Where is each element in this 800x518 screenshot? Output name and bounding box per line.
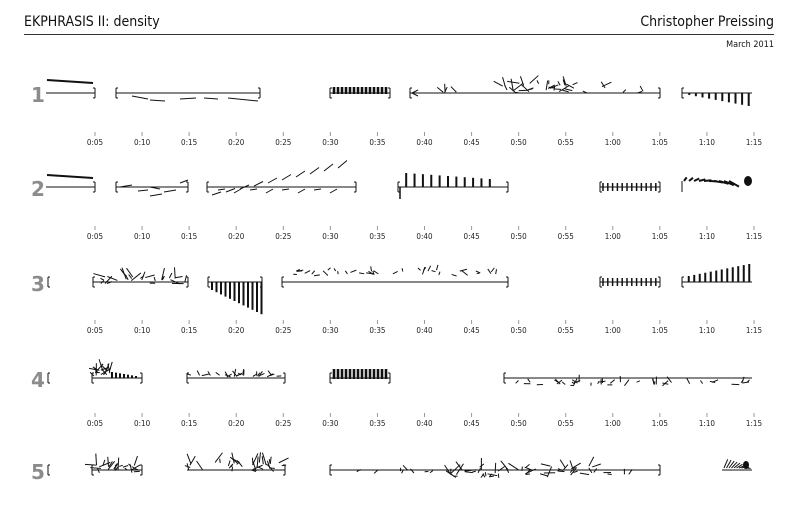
time-label: 0:45 [463, 419, 479, 428]
time-label: 1:00 [605, 138, 622, 147]
time-label: 0:30 [322, 419, 339, 428]
time-label: 0:40 [416, 419, 433, 428]
time-label: 0:05 [87, 138, 103, 147]
time-label: 0:25 [275, 138, 291, 147]
time-label: 1:10 [699, 232, 716, 241]
time-label: 0:55 [558, 419, 574, 428]
time-label: 0:05 [87, 326, 103, 335]
time-label: 1:00 [605, 326, 622, 335]
time-label: 0:30 [322, 326, 339, 335]
time-label: 0:25 [275, 232, 291, 241]
s4-gesture-1 [88, 359, 143, 384]
time-label: 0:20 [228, 419, 245, 428]
time-label: 0:10 [134, 326, 151, 335]
time-label: 0:35 [369, 419, 385, 428]
s2-gesture-1 [46, 174, 96, 193]
time-label: 1:05 [652, 232, 668, 241]
time-label: 0:35 [369, 232, 385, 241]
time-label: 0:10 [134, 138, 151, 147]
system-number-3: 3 [31, 272, 45, 296]
time-label: 1:15 [746, 419, 762, 428]
s5-open-bracket [47, 464, 50, 476]
time-label: 1:05 [652, 326, 668, 335]
s3-open-bracket [47, 276, 50, 288]
s3-gesture-3 [281, 264, 509, 288]
s2-gesture-3 [206, 160, 357, 196]
system-number-2: 2 [31, 177, 45, 201]
time-label: 0:45 [463, 232, 479, 241]
time-label: 0:40 [416, 138, 433, 147]
time-label: 0:50 [511, 138, 528, 147]
system-number-5: 5 [31, 460, 45, 484]
time-label: 1:15 [746, 326, 762, 335]
s3-gesture-2 [207, 276, 263, 315]
time-label: 0:15 [181, 232, 197, 241]
time-label: 0:20 [228, 326, 245, 335]
composer-name: Christopher Preissing [640, 14, 774, 30]
s1-gesture-5 [681, 87, 752, 106]
time-label: 0:50 [511, 232, 528, 241]
s1-gesture-2 [115, 87, 261, 102]
s1-gesture-4 [409, 75, 661, 99]
s2-gesture-2 [115, 179, 189, 197]
header-rule [24, 34, 774, 35]
time-label: 0:25 [275, 326, 291, 335]
time-label: 1:10 [699, 326, 716, 335]
s2-gesture-5 [599, 181, 661, 193]
time-label: 1:00 [605, 419, 622, 428]
time-label: 0:50 [511, 419, 528, 428]
time-label: 0:40 [416, 232, 433, 241]
time-label: 0:20 [228, 138, 245, 147]
time-label: 0:50 [511, 326, 528, 335]
s4-gesture-3 [329, 369, 391, 384]
s1-gesture-1 [46, 79, 96, 99]
s2-gesture-6 [681, 176, 752, 192]
time-label: 0:15 [181, 419, 197, 428]
time-label: 0:35 [369, 326, 385, 335]
s2-gesture-4 [397, 173, 509, 199]
score-title: EKPHRASIS II: density [24, 14, 160, 30]
time-label: 0:15 [181, 326, 197, 335]
s4-gesture-2 [186, 368, 286, 384]
time-label: 0:30 [322, 138, 339, 147]
time-label: 1:15 [746, 138, 762, 147]
time-label: 0:10 [134, 419, 151, 428]
time-label: 0:45 [463, 326, 479, 335]
time-label: 0:55 [558, 232, 574, 241]
time-label: 1:05 [652, 138, 668, 147]
time-label: 0:40 [416, 326, 433, 335]
time-label: 0:20 [228, 232, 245, 241]
time-label: 1:10 [699, 138, 716, 147]
time-label: 0:05 [87, 419, 103, 428]
system-number-1: 1 [31, 83, 45, 107]
s5-gesture-1 [84, 453, 143, 476]
time-label: 0:15 [181, 138, 197, 147]
time-label: 1:15 [746, 232, 762, 241]
s3-gesture-1 [92, 267, 189, 288]
system-number-4: 4 [31, 368, 45, 392]
composition-date: March 2011 [726, 40, 774, 50]
time-label: 1:10 [699, 419, 716, 428]
time-label: 0:45 [463, 138, 479, 147]
time-label: 0:55 [558, 326, 574, 335]
time-label: 0:30 [322, 232, 339, 241]
s3-gesture-5 [681, 264, 752, 288]
time-label: 0:05 [87, 232, 103, 241]
s3-gesture-4 [599, 276, 661, 288]
s5-gesture-4 [722, 459, 752, 471]
time-label: 0:25 [275, 419, 291, 428]
time-label: 1:00 [605, 232, 622, 241]
s4-gesture-4 [503, 372, 752, 387]
time-label: 1:05 [652, 419, 668, 428]
s5-gesture-2 [184, 452, 289, 476]
time-label: 0:35 [369, 138, 385, 147]
s1-gesture-3 [329, 87, 391, 99]
time-label: 0:55 [558, 138, 574, 147]
s5-gesture-3 [329, 456, 661, 478]
time-label: 0:10 [134, 232, 151, 241]
s4-open-bracket [47, 372, 50, 384]
